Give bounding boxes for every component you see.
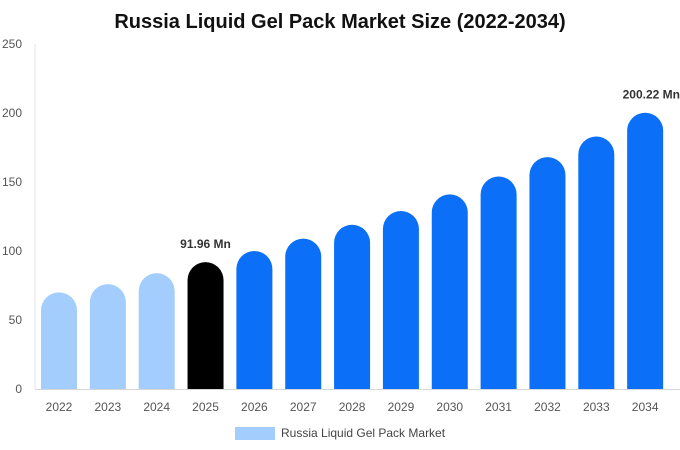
y-tick-label: 50 [9,313,23,327]
y-tick-label: 200 [2,106,22,120]
bar-2031[interactable] [480,176,517,389]
bar-2029[interactable] [382,210,419,389]
x-tick-label: 2025 [192,400,219,414]
x-tick-label: 2026 [241,400,268,414]
y-axis: 0 50 100 150 200 250 [2,37,36,396]
bar-2025[interactable] [187,262,224,389]
bar-2032[interactable] [529,157,566,389]
x-axis: 2022 2023 2024 2025 2026 2027 2028 2029 2030 2031… [35,389,680,414]
legend[interactable]: Russia Liquid Gel Pack Market [235,426,446,440]
y-tick-label: 0 [15,382,22,396]
legend-label: Russia Liquid Gel Pack Market [281,426,446,440]
bar-2028[interactable] [334,224,371,389]
x-tick-label: 2031 [485,400,512,414]
x-tick-label: 2023 [94,400,121,414]
chart-title: Russia Liquid Gel Pack Market Size (2022… [114,11,565,33]
x-tick-label: 2033 [583,400,610,414]
x-tick-label: 2022 [46,400,73,414]
data-labels: 91.96 Mn 200.22 Mn [180,88,680,251]
y-tick-label: 250 [2,37,22,51]
x-tick-label: 2027 [290,400,317,414]
bars [41,112,664,389]
bar-2023[interactable] [89,284,126,389]
x-tick-label: 2028 [339,400,366,414]
y-tick-label: 150 [2,175,22,189]
x-tick-label: 2034 [632,400,659,414]
bar-2027[interactable] [285,238,322,389]
x-tick-label: 2030 [436,400,463,414]
bar-2026[interactable] [236,251,273,389]
bar-2030[interactable] [431,194,468,389]
bar-2022[interactable] [41,292,77,389]
x-tick-label: 2029 [388,400,415,414]
bar-2033[interactable] [578,136,615,389]
data-label: 200.22 Mn [623,88,680,102]
data-label: 91.96 Mn [180,237,231,251]
bar-2024[interactable] [138,273,175,389]
y-tick-label: 100 [2,244,22,258]
x-tick-label: 2032 [534,400,561,414]
x-tick-label: 2024 [143,400,170,414]
legend-swatch [235,427,275,440]
bar-2034[interactable] [627,112,664,389]
